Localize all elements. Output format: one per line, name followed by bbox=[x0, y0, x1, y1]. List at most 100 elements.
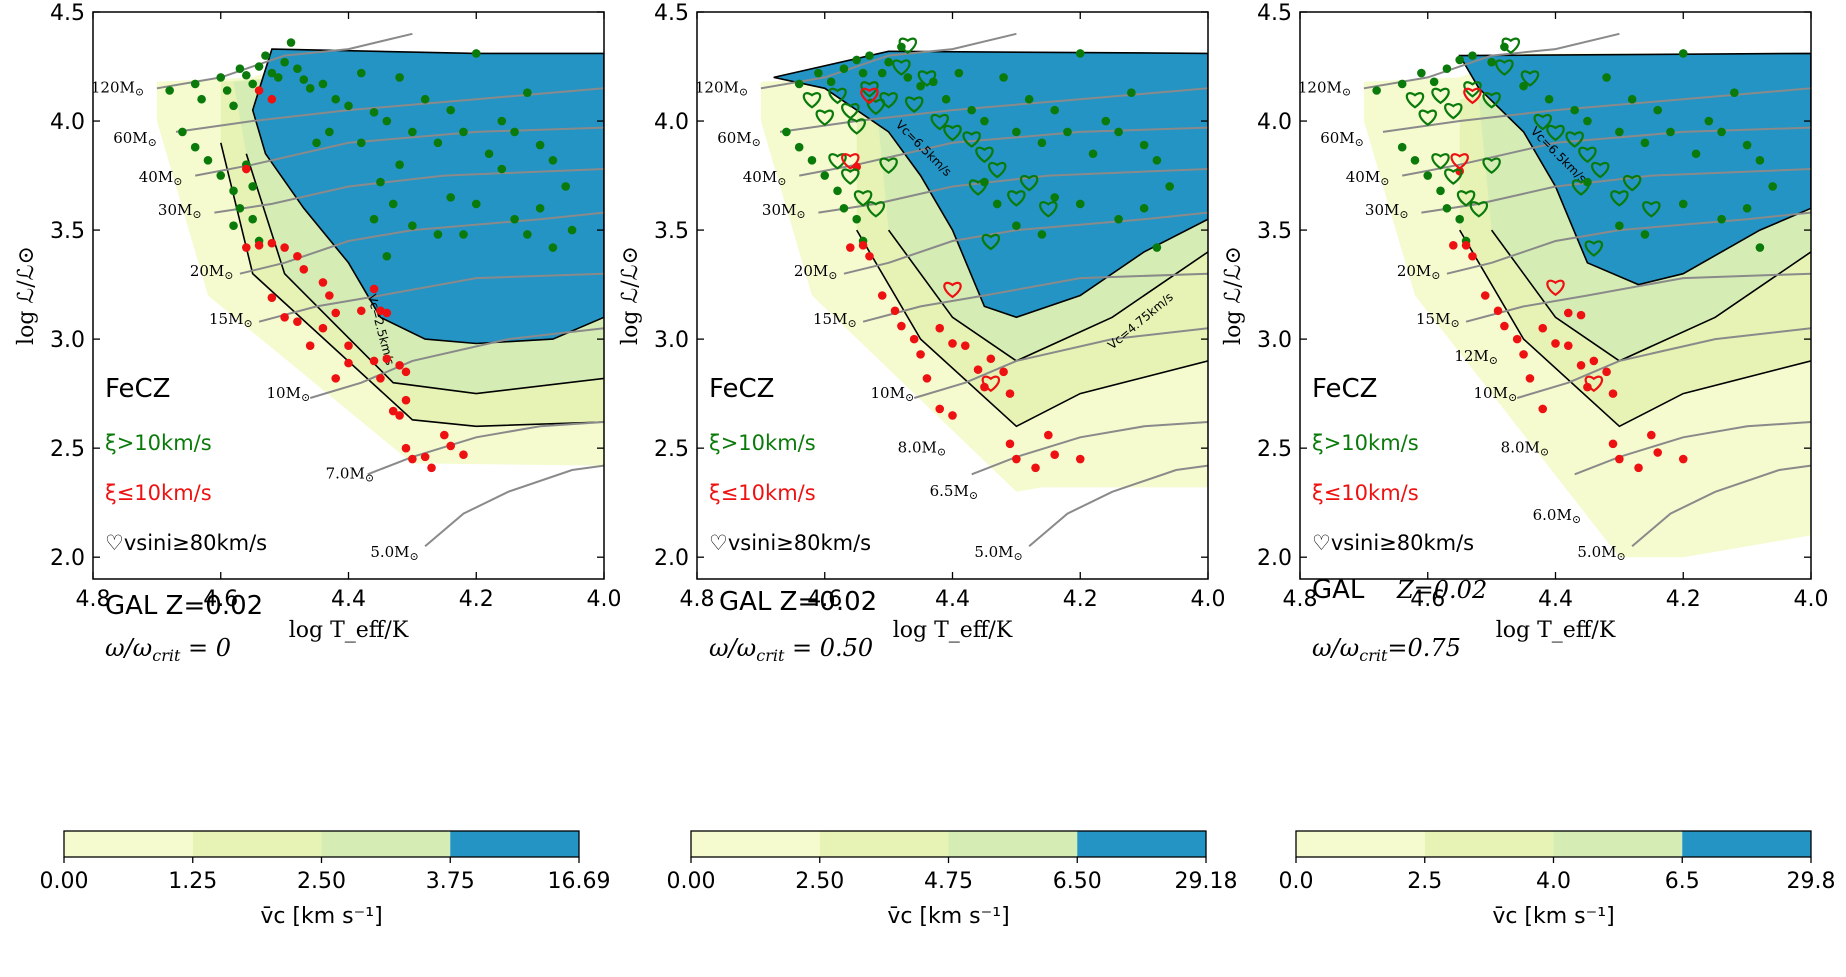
colorbar-label: v̄c [km s⁻¹] bbox=[887, 904, 1009, 929]
data-point-red bbox=[1576, 310, 1586, 320]
y-axis-label: log ℒ/ℒ⊙ bbox=[1221, 246, 1246, 345]
data-point-green bbox=[858, 68, 868, 78]
data-point-red bbox=[1538, 404, 1548, 414]
data-point-green bbox=[267, 68, 277, 78]
data-point-red bbox=[1647, 430, 1656, 440]
data-point-green bbox=[1127, 88, 1136, 97]
heart-marker-green bbox=[1584, 240, 1604, 257]
x-tick-label: 4.6 bbox=[1410, 587, 1445, 612]
data-point-green bbox=[222, 86, 232, 95]
data-point-red bbox=[1538, 323, 1548, 333]
heart-marker-green bbox=[904, 96, 924, 113]
evolution-track bbox=[1382, 87, 1811, 133]
x-tick-label: 4.2 bbox=[1666, 587, 1701, 612]
heart-marker-green bbox=[847, 118, 866, 135]
data-point-red bbox=[1005, 439, 1015, 449]
gal-label: GAL bbox=[1312, 575, 1365, 605]
x-axis-label: log T_eff/K bbox=[289, 618, 409, 643]
data-point-green bbox=[325, 127, 334, 137]
contour-line bbox=[220, 142, 604, 428]
colorbar-segment bbox=[819, 831, 949, 857]
data-point-green bbox=[903, 73, 913, 82]
colorbar-tick-label: 0.0 bbox=[1279, 869, 1314, 894]
data-point-green bbox=[1755, 243, 1765, 252]
mass-label: 120M⊙ bbox=[695, 79, 748, 99]
data-point-red bbox=[254, 86, 264, 95]
data-point-green bbox=[446, 105, 456, 115]
heart-marker-green bbox=[879, 157, 898, 174]
evolution-track bbox=[760, 32, 1017, 90]
data-point-green bbox=[1544, 94, 1554, 104]
heart-marker-green bbox=[1546, 124, 1565, 142]
data-point-green bbox=[190, 142, 200, 152]
colorbar-label: v̄c [km s⁻¹] bbox=[1492, 904, 1614, 929]
data-point-green bbox=[248, 182, 257, 191]
heart-legend: ♡vsini≥80km/s bbox=[105, 531, 267, 555]
data-point-green bbox=[318, 79, 328, 89]
mass-label: 7.0M⊙ bbox=[326, 465, 374, 485]
evolution-track bbox=[1421, 168, 1811, 214]
heart-marker-green bbox=[1565, 131, 1584, 148]
evolution-track bbox=[309, 327, 604, 399]
y-tick-label: 2.0 bbox=[1257, 546, 1292, 571]
data-point-red bbox=[1563, 308, 1573, 318]
data-point-green bbox=[1755, 155, 1765, 165]
gal-label: GAL Z=0.02 bbox=[105, 591, 263, 621]
gal-z-label: Z=0.02 bbox=[1396, 576, 1487, 604]
x-tick-label: 4.4 bbox=[935, 587, 970, 612]
heart-marker-green bbox=[943, 124, 962, 142]
evolution-track bbox=[1446, 211, 1811, 275]
data-point-green bbox=[1075, 199, 1085, 209]
omega-label: ω/ωcrit = 0 bbox=[105, 634, 231, 665]
data-point-red bbox=[331, 374, 341, 383]
heart-legend: ♡vsini≥80km/s bbox=[1312, 531, 1474, 555]
data-point-red bbox=[960, 341, 970, 350]
data-point-green bbox=[261, 51, 270, 60]
data-point-red bbox=[293, 317, 302, 326]
heart-marker-green bbox=[1610, 190, 1629, 207]
contour-line bbox=[251, 48, 604, 345]
data-point-green bbox=[567, 225, 577, 235]
heart-marker-red bbox=[1450, 153, 1469, 170]
evolution-track bbox=[367, 421, 604, 476]
evolution-track bbox=[1631, 464, 1811, 548]
data-point-green bbox=[242, 70, 251, 80]
data-point-red bbox=[267, 293, 277, 302]
data-point-red bbox=[858, 241, 868, 250]
data-point-green bbox=[852, 214, 861, 224]
heart-marker-green bbox=[866, 98, 886, 116]
mass-label: 40M⊙ bbox=[139, 168, 183, 188]
data-point-green bbox=[1436, 186, 1445, 196]
data-point-green bbox=[1114, 214, 1123, 224]
colorbar-tick-label: 2.50 bbox=[795, 869, 844, 894]
data-point-red bbox=[1608, 439, 1618, 449]
red-legend: ξ≤10km/s bbox=[1312, 481, 1419, 505]
colorbar-tick-label: 2.50 bbox=[297, 869, 346, 894]
data-point-red bbox=[401, 367, 411, 377]
mass-label: 15M⊙ bbox=[813, 310, 857, 330]
data-point-green bbox=[471, 49, 481, 58]
evolution-track bbox=[971, 421, 1208, 476]
mass-label: 6.0M⊙ bbox=[1533, 506, 1581, 526]
data-point-red bbox=[1512, 334, 1522, 344]
heart-marker-green bbox=[917, 70, 937, 87]
data-point-red bbox=[897, 321, 906, 331]
data-point-green bbox=[1012, 127, 1021, 137]
heart-marker-green bbox=[1642, 201, 1661, 218]
data-point-red bbox=[1576, 360, 1586, 370]
data-point-green bbox=[235, 203, 245, 213]
panel-2: Vc=6.5km/sVc=4.75km/s 120M⊙ 60M⊙ 40M⊙ 30M⊙ 20… bbox=[618, 1, 1237, 929]
evolution-track bbox=[862, 272, 1208, 323]
data-point-red bbox=[1563, 341, 1573, 350]
heart-marker-red bbox=[981, 375, 1001, 393]
heart-marker-green bbox=[828, 87, 847, 105]
heart-marker-green bbox=[1482, 157, 1501, 174]
heart-marker-red bbox=[1584, 375, 1604, 393]
x-tick-label: 4.2 bbox=[1063, 587, 1098, 612]
mass-label: 60M⊙ bbox=[113, 129, 157, 149]
heart-marker-green bbox=[988, 161, 1007, 179]
data-point-green bbox=[1417, 68, 1426, 78]
data-point-red bbox=[242, 164, 251, 174]
heart-marker-green bbox=[1495, 59, 1514, 76]
data-point-green bbox=[356, 138, 366, 148]
